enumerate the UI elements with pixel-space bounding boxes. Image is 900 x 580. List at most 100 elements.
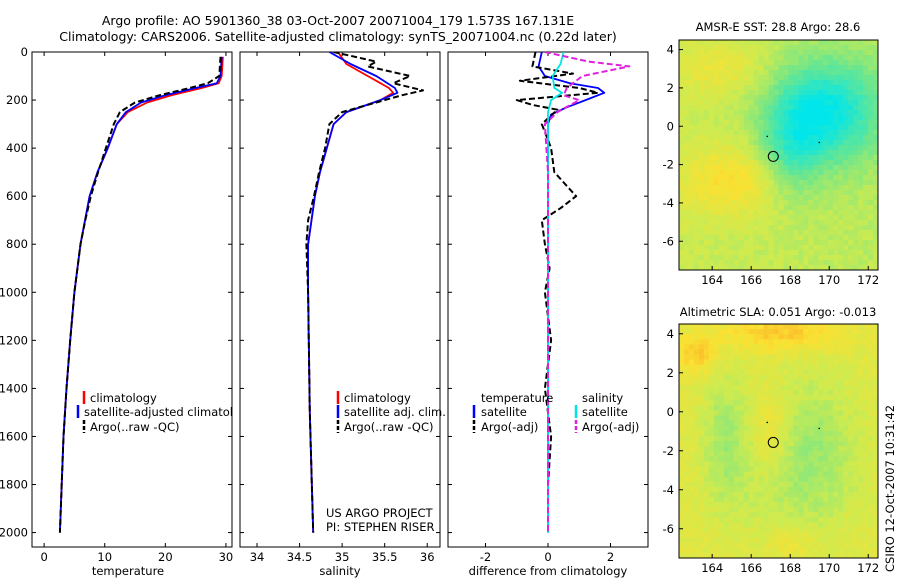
heatmap-cell xyxy=(718,420,725,427)
heatmap-cell xyxy=(788,400,795,406)
heatmap-cell xyxy=(683,50,690,56)
heatmap-cell xyxy=(873,50,878,56)
heatmap-cell xyxy=(838,110,844,116)
heatmap-cell xyxy=(693,547,700,554)
legend-label-sal-argo: Argo(-adj) xyxy=(582,420,639,434)
heatmap-cell xyxy=(758,215,765,221)
heatmap-cell xyxy=(748,359,755,366)
heatmap-cell xyxy=(793,446,799,452)
heatmap-cell xyxy=(798,415,804,422)
heatmap-cell xyxy=(688,415,695,422)
heatmap-cell xyxy=(698,105,705,111)
heatmap-cell xyxy=(798,486,804,493)
heatmap-cell xyxy=(833,512,839,518)
heatmap-cell xyxy=(733,75,740,81)
heatmap-cell xyxy=(738,255,745,261)
heatmap-cell xyxy=(833,466,839,473)
heatmap-cell xyxy=(813,210,819,216)
heatmap-cell xyxy=(868,170,874,176)
heatmap-cell xyxy=(723,130,730,136)
heatmap-cell xyxy=(863,491,869,498)
heatmap-cell xyxy=(793,260,799,266)
heatmap-cell xyxy=(863,165,869,171)
heatmap-cell xyxy=(738,329,745,335)
heatmap-cell xyxy=(763,329,770,335)
heatmap-cell xyxy=(783,225,790,231)
heatmap-cell xyxy=(853,195,859,201)
heatmap-cell xyxy=(708,70,715,76)
heatmap-cell xyxy=(798,395,804,401)
heatmap-cell xyxy=(698,542,705,549)
heatmap-cell xyxy=(818,359,824,366)
heatmap-cell xyxy=(793,70,799,76)
heatmap-cell xyxy=(773,175,780,181)
map-x-tick-label: 168 xyxy=(779,273,801,287)
heatmap-cell xyxy=(753,461,760,468)
heatmap-cell xyxy=(793,537,799,544)
heatmap-cell xyxy=(863,420,869,427)
heatmap-cell xyxy=(813,225,819,231)
heatmap-cell xyxy=(748,165,755,171)
heatmap-cell xyxy=(738,195,745,201)
heatmap-cell xyxy=(758,90,765,96)
heatmap-cell xyxy=(848,250,854,256)
heatmap-cell xyxy=(818,542,824,549)
heatmap-cell xyxy=(713,400,720,406)
heatmap-cell xyxy=(688,552,695,558)
heatmap-cell xyxy=(758,339,765,345)
heatmap-cell xyxy=(723,50,730,56)
heatmap-cell xyxy=(813,220,819,226)
heatmap-cell xyxy=(753,379,760,386)
heatmap-cell xyxy=(698,532,705,539)
heatmap-cell xyxy=(823,491,829,498)
heatmap-cell xyxy=(778,435,785,442)
heatmap-cell xyxy=(853,105,859,111)
heatmap-cell xyxy=(868,130,874,136)
heatmap-cell xyxy=(773,537,780,544)
heatmap-cell xyxy=(758,456,765,462)
heatmap-cell xyxy=(843,359,849,366)
heatmap-cell xyxy=(823,45,829,51)
heatmap-cell xyxy=(838,441,844,447)
heatmap-cell xyxy=(683,130,690,136)
heatmap-cell xyxy=(793,486,799,493)
heatmap-cell xyxy=(748,245,755,251)
heatmap-cell xyxy=(863,120,869,126)
heatmap-cell xyxy=(778,100,785,106)
heatmap-cell xyxy=(758,471,765,478)
heatmap-cell xyxy=(763,145,770,151)
heatmap-cell xyxy=(863,527,869,534)
heatmap-cell xyxy=(808,120,814,126)
heatmap-cell xyxy=(733,115,740,121)
salinity-legend: climatology satellite adj. clim. Argo(..… xyxy=(336,391,446,434)
heatmap-cell xyxy=(783,50,790,56)
heatmap-cell xyxy=(868,240,874,246)
heatmap-cell xyxy=(743,369,750,376)
heatmap-cell xyxy=(753,481,760,488)
heatmap-cell xyxy=(753,405,760,412)
heatmap-cell xyxy=(833,265,839,270)
heatmap-cell xyxy=(738,517,745,523)
heatmap-cell xyxy=(773,415,780,422)
heatmap-cell xyxy=(843,547,849,554)
heatmap-cell xyxy=(743,190,750,196)
heatmap-cell xyxy=(843,491,849,498)
heatmap-cell xyxy=(813,456,819,462)
heatmap-cell xyxy=(853,75,859,81)
heatmap-cell xyxy=(828,379,834,386)
heatmap-cell xyxy=(823,532,829,539)
heatmap-cell xyxy=(703,145,710,151)
heatmap-cell xyxy=(753,40,760,46)
heatmap-cell xyxy=(798,120,804,126)
heatmap-cell xyxy=(808,205,814,211)
heatmap-cell xyxy=(763,400,770,406)
heatmap-cell xyxy=(698,265,705,270)
heatmap-cell xyxy=(738,230,745,236)
heatmap-cell xyxy=(818,339,824,345)
heatmap-cell xyxy=(728,200,735,206)
heatmap-cell xyxy=(758,200,765,206)
heatmap-cell xyxy=(753,115,760,121)
heatmap-cell xyxy=(853,90,859,96)
heatmap-cell xyxy=(848,512,854,518)
heatmap-cell xyxy=(818,374,824,381)
